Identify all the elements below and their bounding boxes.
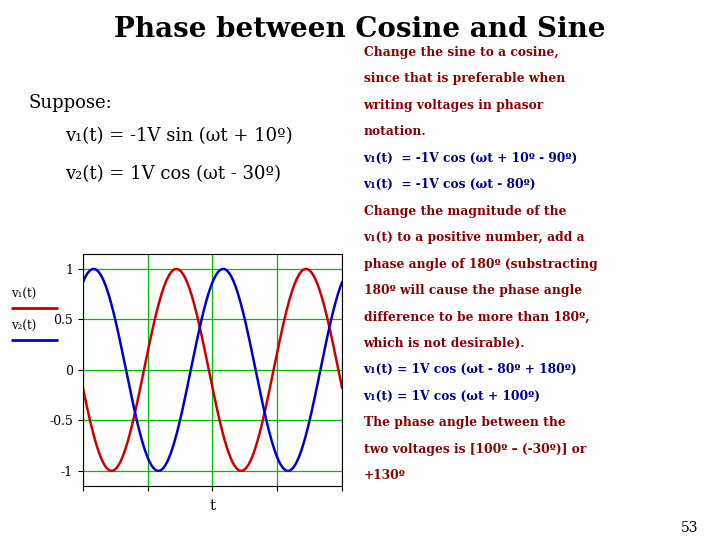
Text: Suppose:: Suppose: [29, 94, 112, 112]
Text: v₁(t) to a positive number, add a: v₁(t) to a positive number, add a [364, 231, 585, 244]
Text: v₁(t) = -1V sin (ωt + 10º): v₁(t) = -1V sin (ωt + 10º) [65, 127, 292, 145]
Text: writing voltages in phasor: writing voltages in phasor [364, 99, 544, 112]
Text: +130º: +130º [364, 469, 405, 482]
Text: 180º will cause the phase angle: 180º will cause the phase angle [364, 284, 582, 297]
Text: v₂(t): v₂(t) [11, 320, 36, 333]
Text: difference to be more than 180º,: difference to be more than 180º, [364, 310, 589, 323]
Text: v₁(t)  = -1V cos (ωt - 80º): v₁(t) = -1V cos (ωt - 80º) [364, 178, 536, 191]
Text: notation.: notation. [364, 125, 426, 138]
Text: phase angle of 180º (substracting: phase angle of 180º (substracting [364, 258, 598, 271]
Text: Change the magnitude of the: Change the magnitude of the [364, 205, 566, 218]
Text: which is not desirable).: which is not desirable). [364, 337, 525, 350]
Text: two voltages is [100º – (-30º)] or: two voltages is [100º – (-30º)] or [364, 443, 586, 456]
Text: 53: 53 [681, 521, 698, 535]
Text: v₁(t) = 1V cos (ωt - 80º + 180º): v₁(t) = 1V cos (ωt - 80º + 180º) [364, 363, 577, 376]
Text: v₂(t) = 1V cos (ωt - 30º): v₂(t) = 1V cos (ωt - 30º) [65, 165, 281, 183]
Text: since that is preferable when: since that is preferable when [364, 72, 565, 85]
Text: v₁(t) = 1V cos (ωt + 100º): v₁(t) = 1V cos (ωt + 100º) [364, 390, 541, 403]
Text: Change the sine to a cosine,: Change the sine to a cosine, [364, 46, 558, 59]
Text: Phase between Cosine and Sine: Phase between Cosine and Sine [114, 16, 606, 43]
Text: The phase angle between the: The phase angle between the [364, 416, 565, 429]
Text: v₁(t): v₁(t) [11, 288, 36, 301]
Text: v₁(t)  = -1V cos (ωt + 10º - 90º): v₁(t) = -1V cos (ωt + 10º - 90º) [364, 152, 578, 165]
X-axis label: t: t [210, 498, 215, 512]
